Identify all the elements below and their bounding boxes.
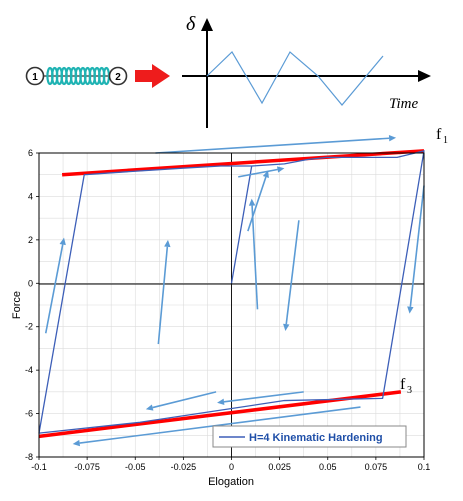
y-tick-label: -6 — [25, 409, 33, 419]
direction-arrow — [238, 166, 285, 178]
upper-bound-subscript: 1 — [443, 135, 448, 146]
x-tick-label: 0.1 — [418, 462, 431, 472]
series-line — [38, 150, 425, 434]
direction-arrow — [44, 237, 66, 334]
delta-symbol: δ — [186, 13, 196, 35]
bound-line-f1 — [61, 149, 425, 177]
y-tick-label: -4 — [25, 365, 33, 375]
y-tick-label: -2 — [25, 322, 33, 332]
legend-label: H=4 Kinematic Hardening — [249, 432, 383, 444]
x-tick-label: -0.075 — [74, 462, 100, 472]
y-tick-label: -8 — [25, 452, 33, 462]
direction-arrow — [157, 239, 171, 345]
direction-arrow — [407, 185, 425, 314]
x-tick-label: -0.1 — [31, 462, 47, 472]
node-2-label: 2 — [115, 72, 121, 83]
right-arrow-icon — [135, 64, 170, 88]
y-tick-label: 6 — [28, 148, 33, 158]
node-2 — [108, 66, 128, 86]
direction-arrow — [145, 391, 217, 411]
time-axis-arrowhead — [418, 70, 431, 82]
lower-bound-label: f — [400, 376, 406, 393]
x-tick-label: -0.05 — [125, 462, 146, 472]
direction-arrow — [72, 406, 361, 447]
legend-box — [212, 425, 407, 448]
x-tick-label: 0.05 — [319, 462, 337, 472]
series-lines — [38, 150, 425, 434]
legend: H=4 Kinematic Hardening — [212, 425, 407, 448]
time-signal-diagram: δ Time — [182, 13, 431, 128]
spring-schematic: 1 2 — [25, 64, 170, 88]
node-1-label: 1 — [32, 72, 38, 83]
y-tick-label: 4 — [28, 191, 33, 201]
direction-arrow — [247, 170, 269, 232]
x-tick-label: -0.025 — [171, 462, 197, 472]
direction-arrow — [217, 391, 304, 406]
direction-arrows — [44, 135, 425, 447]
y-tick-label: 2 — [28, 235, 33, 245]
direction-arrow — [248, 198, 259, 310]
upper-bound-label: f — [436, 126, 442, 143]
ticks: -0.1 -0.075 -0.05 -0.025 0 0.025 0.05 0.075 0.1 -… — [25, 148, 430, 472]
triangle-wave — [206, 51, 384, 106]
x-tick-label: 0 — [229, 462, 234, 472]
lower-bound-subscript: 3 — [407, 385, 412, 396]
direction-arrow — [283, 220, 300, 332]
delta-axis-arrowhead — [201, 18, 213, 31]
node-1 — [25, 66, 45, 86]
x-tick-label: 0.025 — [268, 462, 291, 472]
x-tick-label: 0.075 — [365, 462, 388, 472]
direction-arrow — [155, 135, 397, 154]
plot-area: -0.1 -0.075 -0.05 -0.025 0 0.025 0.05 0.075 0.1 -… — [25, 135, 430, 472]
x-axis-label: Elogation — [208, 476, 254, 488]
y-axis-label: Force — [11, 291, 23, 319]
time-label: Time — [389, 96, 419, 112]
y-tick-label: 0 — [28, 278, 33, 288]
